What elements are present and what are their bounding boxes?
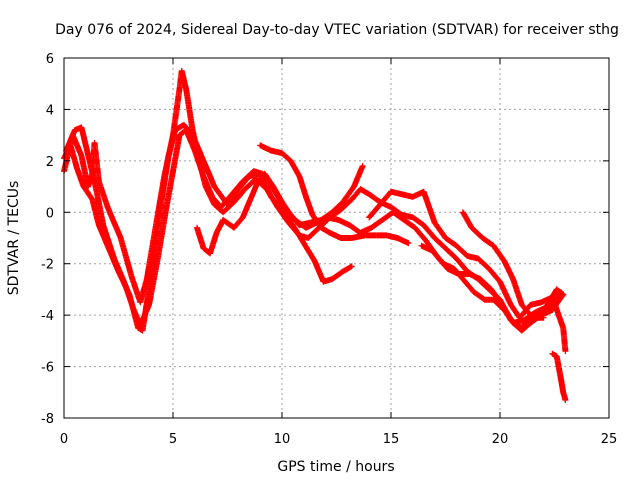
series-track-6: [366, 188, 569, 355]
y-tick-label: 0: [46, 206, 54, 221]
y-tick-label: 4: [46, 103, 54, 118]
data-series: [61, 67, 569, 403]
marker-trace: [549, 350, 569, 403]
series-track-7: [418, 242, 567, 326]
y-tick-label: -8: [41, 412, 54, 427]
x-tick-label: 20: [492, 432, 509, 447]
series-track-5: [257, 142, 412, 247]
x-axis-label: GPS time / hours: [277, 459, 394, 475]
axis-ticks: 0 5 10 15 20 25 -8 -6 -4 -2 0 2 4 6: [41, 52, 617, 447]
y-tick-label: 2: [46, 155, 54, 170]
y-tick-label: -2: [41, 258, 54, 273]
series-track-8: [459, 209, 547, 321]
y-axis-label: SDTVAR / TECUs: [6, 181, 22, 296]
series-track-4: [194, 163, 366, 257]
marker-trace: [418, 242, 567, 326]
marker-trace: [366, 188, 569, 355]
x-tick-label: 10: [274, 432, 291, 447]
x-tick-label: 15: [383, 432, 400, 447]
y-tick-label: 6: [46, 52, 54, 67]
marker-trace: [459, 209, 547, 321]
marker-trace: [194, 163, 366, 257]
series-track-9: [549, 350, 569, 403]
y-tick-label: -4: [41, 309, 54, 324]
x-tick-label: 5: [169, 432, 177, 447]
plot-frame: [63, 57, 610, 419]
x-tick-label: 25: [601, 432, 618, 447]
chart-title: Day 076 of 2024, Sidereal Day-to-day VTE…: [55, 22, 619, 38]
y-tick-label: -6: [41, 361, 54, 376]
x-tick-label: 0: [60, 432, 68, 447]
series-track-2: [61, 67, 564, 331]
marker-trace: [61, 67, 564, 331]
marker-trace: [257, 142, 412, 247]
